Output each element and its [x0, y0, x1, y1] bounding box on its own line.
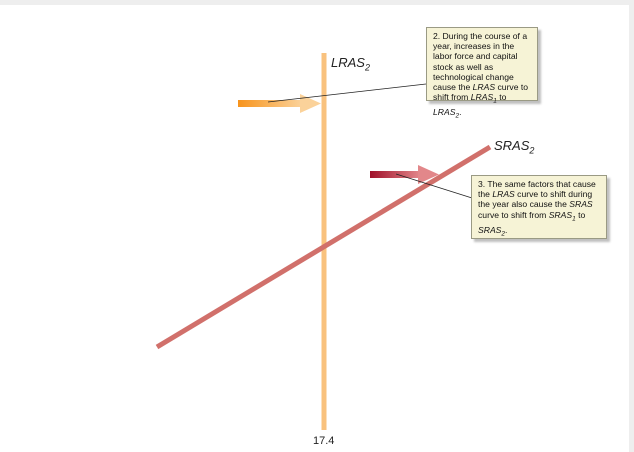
- sras2-label-subscript: 2: [529, 145, 535, 156]
- note2-to-curve: LRAS2: [433, 107, 460, 120]
- note3-text-intro: 3. The same factors that cause the: [478, 179, 596, 200]
- note3-to-text: SRAS: [478, 224, 502, 235]
- lras-shift-arrow: [238, 94, 321, 113]
- note2-text-lras: LRAS: [472, 82, 496, 93]
- note3-to-subscript: 2: [501, 230, 506, 238]
- note2-to-subscript: 2: [455, 112, 460, 120]
- note2-from-curve: LRAS1: [470, 92, 497, 105]
- sras-shift-arrow: [370, 165, 439, 184]
- note-2-callout: 2. During the course of a year, increase…: [426, 27, 538, 120]
- note2-leader-line: [267, 83, 427, 103]
- lras2-label-subscript: 2: [364, 62, 370, 73]
- note2-text-intro: 2. During the course of a year, increase…: [433, 31, 528, 93]
- note3-leader-line: [395, 173, 473, 199]
- note3-from-text: SRAS: [548, 209, 573, 220]
- note3-to-curve: SRAS2: [478, 224, 506, 238]
- note-3-callout: 3. The same factors that cause the LRAS …: [471, 175, 607, 239]
- note3-from-curve: SRAS1: [548, 209, 576, 223]
- x-axis-value-label: 17.4: [313, 435, 335, 447]
- note3-text-lras: LRAS: [492, 189, 515, 200]
- note3-text-sras: SRAS: [569, 199, 593, 210]
- note2-text-end: .: [459, 107, 462, 118]
- note3-text-to: to: [575, 209, 586, 220]
- note2-from-subscript: 1: [493, 97, 497, 105]
- sras2-label: SRAS2: [494, 138, 534, 156]
- note3-from-subscript: 1: [572, 215, 576, 223]
- note2-to-text: LRAS: [433, 107, 456, 118]
- note2-text-mid: curve to shift from: [433, 82, 529, 103]
- note3-text-end: .: [505, 224, 508, 235]
- note3-text-mid: curve to shift during the year also caus…: [478, 189, 593, 210]
- lras2-label: LRAS2: [331, 55, 370, 73]
- note2-from-text: LRAS: [470, 92, 494, 103]
- note2-text-to: to: [496, 92, 507, 103]
- note3-text-mid2: curve to shift from: [478, 209, 549, 220]
- sras2-label-text: SRAS: [494, 138, 530, 153]
- sras2-curve: [155, 144, 492, 350]
- lras2-label-text: LRAS: [331, 55, 365, 70]
